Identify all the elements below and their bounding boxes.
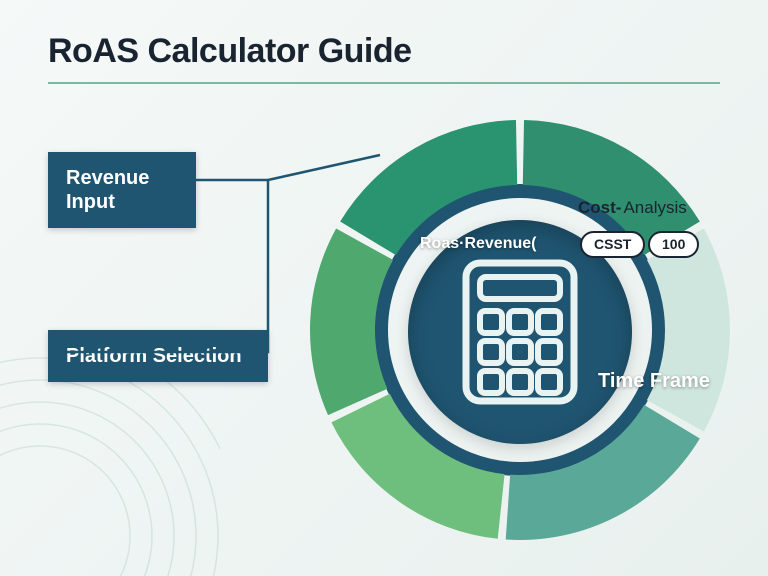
background-arcs	[0, 356, 220, 576]
csst-pill: CSST	[580, 231, 645, 258]
cost-text: Cost-	[578, 198, 621, 217]
hundred-pill: 100	[648, 231, 699, 258]
analysis-text: Analysis	[623, 198, 686, 217]
time-frame-label: Time Frame	[598, 370, 710, 393]
revenue-input-box: Revenue Input	[48, 152, 196, 228]
page-title: RoAS Calculator Guide	[48, 32, 412, 71]
cost-analysis-label: Cost-Analysis	[578, 198, 687, 218]
roas-revenue-label: Roas·Revenue(	[420, 235, 536, 253]
platform-selection-box: Platform Selection	[48, 330, 268, 382]
title-underline	[48, 82, 720, 84]
calculator-icon	[460, 257, 580, 407]
